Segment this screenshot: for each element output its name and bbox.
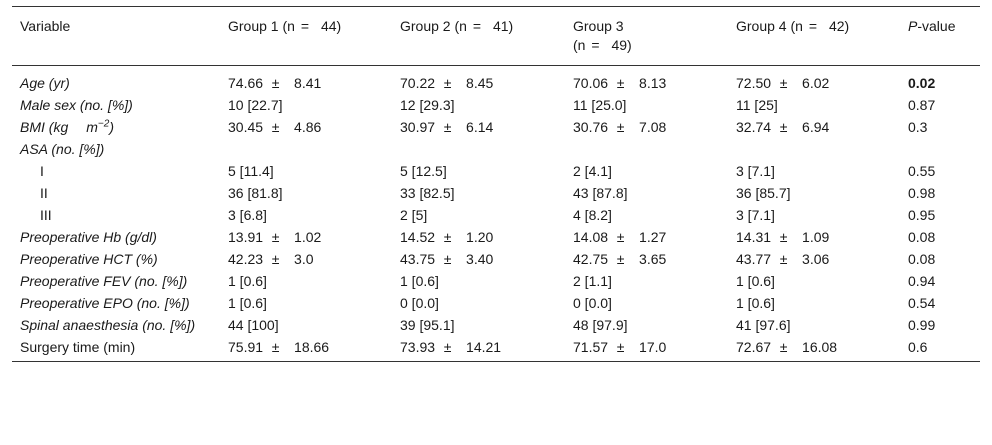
cell-value: 41 [97.6]	[736, 317, 791, 333]
cell-p-value: 0.87	[908, 97, 936, 113]
cell-value: 72.67 ±16.08	[736, 339, 838, 355]
table-row: Preoperative FEV (no. [%]) 1 [0.6] 1 [0.…	[12, 271, 980, 293]
row-label: Preoperative HCT (%)	[20, 251, 158, 267]
table-row: III 3 [6.8] 2 [5] 4 [8.2] 3 [7.1] 0.95	[12, 205, 980, 227]
cell-value: 42.75 ±3.65	[573, 251, 667, 267]
cell-value: 36 [85.7]	[736, 185, 791, 201]
cell-value: 43.75 ±3.40	[400, 251, 494, 267]
cell-value: 1 [0.6]	[228, 295, 267, 311]
cell-p-value: 0.54	[908, 295, 936, 311]
cell-value: 0 [0.0]	[573, 295, 612, 311]
table-row: II 36 [81.8] 33 [82.5] 43 [87.8] 36 [85.…	[12, 183, 980, 205]
cell-value: 74.66 ±8.41	[228, 75, 322, 91]
cell-value: 36 [81.8]	[228, 185, 283, 201]
cell-value: 14.08 ±1.27	[573, 229, 667, 245]
cell-p-value: 0.02	[908, 75, 936, 91]
cell-value: 11 [25.0]	[573, 97, 627, 113]
table-row: ASA (no. [%])	[12, 139, 980, 161]
cell-value: 42.23 ±3.0	[228, 251, 314, 267]
cell-value: 44 [100]	[228, 317, 279, 333]
cell-p-value: 0.6	[908, 339, 928, 355]
header-variable: Variable	[20, 18, 71, 34]
header-group-2: Group 2 (n = 41)	[400, 18, 514, 34]
row-label: Spinal anaesthesia (no. [%])	[20, 317, 196, 333]
row-label: I	[40, 163, 44, 179]
row-label: BMI (kg m−2)	[20, 118, 114, 135]
table-row: Preoperative EPO (no. [%]) 1 [0.6] 0 [0.…	[12, 293, 980, 315]
cell-value: 32.74 ±6.94	[736, 119, 830, 135]
header-p-value: P-value	[908, 18, 956, 34]
header-group-3: Group 3 (n = 49)	[573, 18, 632, 53]
cell-value: 12 [29.3]	[400, 97, 455, 113]
table-row: I 5 [11.4] 5 [12.5] 2 [4.1] 3 [7.1] 0.55	[12, 161, 980, 183]
cell-value: 1 [0.6]	[736, 295, 775, 311]
cell-value: 70.06 ±8.13	[573, 75, 667, 91]
table-row: Male sex (no. [%]) 10 [22.7] 12 [29.3] 1…	[12, 95, 980, 117]
cell-value: 72.50 ±6.02	[736, 75, 830, 91]
header-group-4: Group 4 (n = 42)	[736, 18, 850, 34]
cell-value: 75.91 ±18.66	[228, 339, 330, 355]
cell-value: 3 [6.8]	[228, 207, 267, 223]
table-row: Age (yr) 74.66 ±8.41 70.22 ±8.45 70.06 ±8.1…	[12, 66, 980, 95]
cell-value: 73.93 ±14.21	[400, 339, 502, 355]
cell-value: 1 [0.6]	[228, 273, 267, 289]
cell-p-value: 0.98	[908, 185, 936, 201]
cell-value: 2 [5]	[400, 207, 428, 223]
cell-value: 5 [11.4]	[228, 163, 274, 179]
row-label: III	[40, 207, 52, 223]
row-label: Preoperative EPO (no. [%])	[20, 295, 190, 311]
cell-value: 11 [25]	[736, 97, 778, 113]
cell-value: 13.91 ±1.02	[228, 229, 322, 245]
row-label: Male sex (no. [%])	[20, 97, 133, 113]
row-label: Age (yr)	[20, 75, 70, 91]
row-label: II	[40, 185, 48, 201]
row-label: ASA (no. [%])	[20, 141, 105, 157]
cell-value: 30.97 ±6.14	[400, 119, 494, 135]
cell-value: 2 [4.1]	[573, 163, 612, 179]
cell-value: 4 [8.2]	[573, 207, 612, 223]
cell-value: 30.45 ±4.86	[228, 119, 322, 135]
cell-p-value: 0.55	[908, 163, 936, 179]
row-label: Surgery time (min)	[20, 339, 136, 355]
cell-value: 0 [0.0]	[400, 295, 439, 311]
cell-value: 48 [97.9]	[573, 317, 628, 333]
cell-p-value: 0.95	[908, 207, 936, 223]
cell-value: 10 [22.7]	[228, 97, 283, 113]
cell-p-value: 0.08	[908, 229, 936, 245]
row-label: Preoperative Hb (g/dl)	[20, 229, 157, 245]
cell-value: 5 [12.5]	[400, 163, 447, 179]
header-row: Variable Group 1 (n = 44) Group 2 (n = 41) G…	[12, 6, 980, 66]
cell-value: 71.57 ±17.0	[573, 339, 667, 355]
cell-value: 1 [0.6]	[736, 273, 775, 289]
cell-value: 2 [1.1]	[573, 273, 612, 289]
table-row: Surgery time (min) 75.91 ±18.66 73.93 ±14.…	[12, 337, 980, 362]
cell-value: 30.76 ±7.08	[573, 119, 667, 135]
cell-value: 1 [0.6]	[400, 273, 439, 289]
table-row: Preoperative HCT (%) 42.23 ±3.0 43.75 ±3.4…	[12, 249, 980, 271]
cell-value: 43.77 ±3.06	[736, 251, 830, 267]
cell-value: 14.31 ±1.09	[736, 229, 830, 245]
header-group-1: Group 1 (n = 44)	[228, 18, 342, 34]
cell-value: 39 [95.1]	[400, 317, 455, 333]
cell-value: 33 [82.5]	[400, 185, 455, 201]
table-row: Spinal anaesthesia (no. [%]) 44 [100] 39…	[12, 315, 980, 337]
table-row: BMI (kg m−2) 30.45 ±4.86 30.97 ±6.14 30.76 ±…	[12, 117, 980, 139]
cell-value: 43 [87.8]	[573, 185, 628, 201]
table-container: Variable Group 1 (n = 44) Group 2 (n = 41) G…	[12, 6, 980, 362]
baseline-characteristics-table: Variable Group 1 (n = 44) Group 2 (n = 41) G…	[12, 6, 980, 362]
cell-p-value: 0.94	[908, 273, 936, 289]
cell-value: 14.52 ±1.20	[400, 229, 494, 245]
table-row: Preoperative Hb (g/dl) 13.91 ±1.02 14.52 ±…	[12, 227, 980, 249]
cell-p-value: 0.99	[908, 317, 936, 333]
cell-value: 3 [7.1]	[736, 163, 775, 179]
cell-p-value: 0.3	[908, 119, 928, 135]
cell-p-value: 0.08	[908, 251, 936, 267]
row-label: Preoperative FEV (no. [%])	[20, 273, 188, 289]
cell-value: 3 [7.1]	[736, 207, 775, 223]
cell-value: 70.22 ±8.45	[400, 75, 494, 91]
